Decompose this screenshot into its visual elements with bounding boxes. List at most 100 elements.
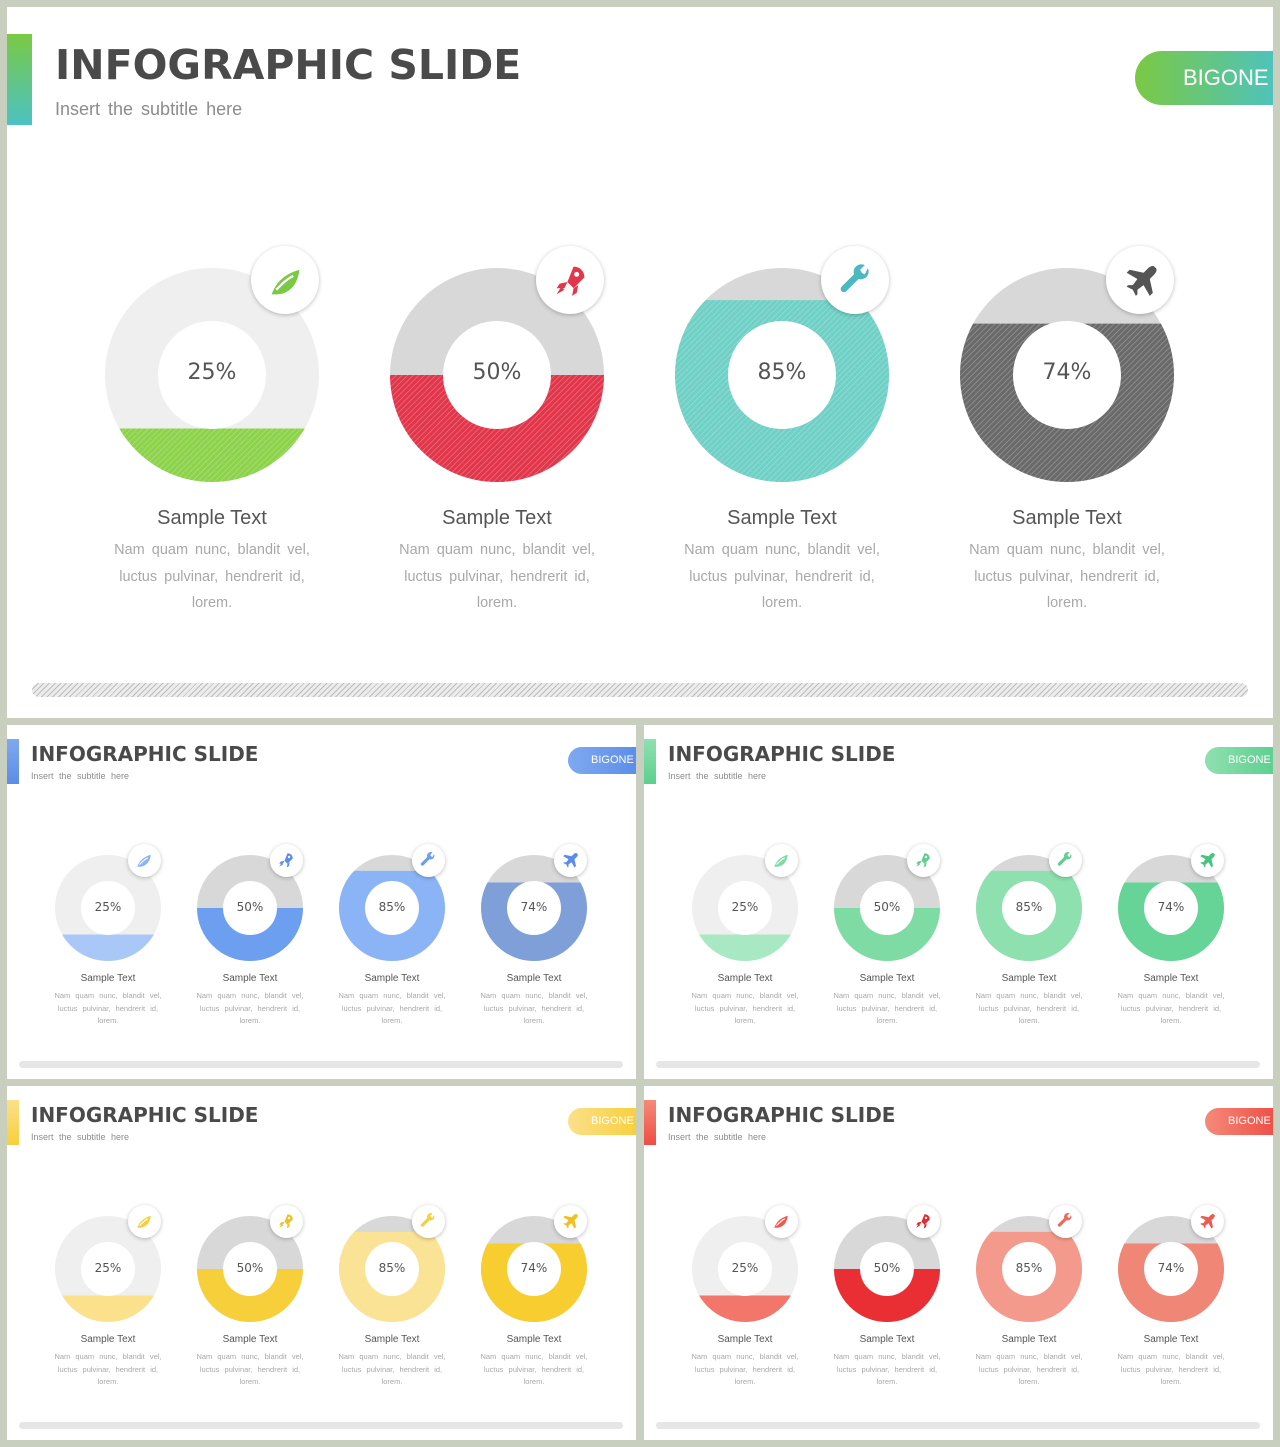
card-body: Nam quam nunc, blandit vel, luctus pulvi…: [975, 1352, 1083, 1386]
percent-label: 25%: [731, 899, 759, 914]
airplane-icon: [1200, 1213, 1215, 1229]
wrench-icon: [420, 1213, 435, 1227]
donut-hole: [1002, 1242, 1056, 1296]
donut-hole: [365, 881, 419, 935]
divider-stripe: [32, 683, 1248, 697]
icon-badge: [906, 1204, 940, 1238]
donut-hole: [728, 321, 836, 429]
icon-badge: [1190, 843, 1224, 877]
percent-label: 25%: [731, 1260, 759, 1275]
icon-badge: [1048, 843, 1082, 877]
card-title: Sample Text: [1143, 973, 1199, 984]
card-body: Nam quam nunc, blandit vel, luctus pulvi…: [338, 991, 446, 1025]
card-title: Sample Text: [222, 1334, 278, 1345]
card-title: Sample Text: [717, 1334, 773, 1345]
percent-label: 85%: [378, 899, 406, 914]
card-body: Nam quam nunc, blandit vel, luctus pulvi…: [969, 542, 1165, 611]
card-title: Sample Text: [1012, 507, 1122, 529]
card-body: Nam quam nunc, blandit vel, luctus pulvi…: [833, 991, 941, 1025]
card-title: Sample Text: [1001, 973, 1057, 984]
slide-subtitle: Insert the subtitle here: [668, 771, 767, 781]
icon-badge: [411, 843, 445, 877]
icon-badge: [821, 246, 889, 314]
donut-hole: [223, 881, 277, 935]
donut-chart: [390, 268, 604, 482]
donut-fill: [699, 1295, 791, 1322]
donut-hole: [81, 1242, 135, 1296]
wrench-icon: [840, 263, 869, 292]
donut-chart: [692, 855, 798, 961]
card-body: Nam quam nunc, blandit vel, luctus pulvi…: [691, 1352, 799, 1386]
slide-title: INFOGRAPHIC SLIDE: [31, 1103, 259, 1127]
icon-badge: [764, 1204, 798, 1238]
brand-name: BIGONE: [1228, 754, 1271, 766]
donut-chart: [834, 1216, 940, 1322]
airplane-icon: [1126, 265, 1157, 296]
card-body: Nam quam nunc, blandit vel, luctus pulvi…: [399, 542, 595, 611]
rocket-icon: [916, 853, 930, 868]
percent-label: 85%: [757, 359, 807, 385]
icon-badge: [906, 843, 940, 877]
percent-label: 74%: [520, 1260, 548, 1275]
accent-bar: [644, 1100, 656, 1145]
slide-title: INFOGRAPHIC SLIDE: [668, 742, 896, 766]
percent-label: 85%: [378, 1260, 406, 1275]
card-title: Sample Text: [364, 1334, 420, 1345]
accent-bar: [7, 739, 19, 784]
percent-label: 50%: [236, 899, 264, 914]
leaf-icon: [137, 854, 151, 867]
percent-label: 74%: [1157, 899, 1185, 914]
rocket-icon: [556, 266, 584, 296]
donut-hole: [718, 1242, 772, 1296]
percent-label: 25%: [187, 359, 237, 385]
divider-stripe: [19, 1422, 623, 1429]
donut-hole: [158, 321, 266, 429]
donut-hole: [443, 321, 551, 429]
brand-name: BIGONE: [1183, 65, 1269, 90]
donut-hole: [1144, 881, 1198, 935]
accent-bar: [7, 34, 32, 125]
donut-hole: [365, 1242, 419, 1296]
slide-yellow: INFOGRAPHIC SLIDE Insert the subtitle he…: [7, 1086, 636, 1440]
card-title: Sample Text: [442, 507, 552, 529]
donut-chart: [834, 855, 940, 961]
card-body: Nam quam nunc, blandit vel, luctus pulvi…: [1117, 1352, 1225, 1386]
percent-label: 50%: [236, 1260, 264, 1275]
brand-pill: BIGONE: [1135, 51, 1273, 105]
divider-stripe: [656, 1422, 1260, 1429]
wrench-icon: [1057, 852, 1072, 866]
card-body: Nam quam nunc, blandit vel, luctus pulvi…: [196, 1352, 304, 1386]
leaf-icon: [137, 1215, 151, 1228]
icon-badge: [269, 843, 303, 877]
icon-badge: [251, 246, 319, 314]
donut-fill: [62, 934, 154, 961]
donut-fill: [119, 428, 305, 482]
leaf-icon: [774, 854, 788, 867]
card-title: Sample Text: [506, 1334, 562, 1345]
donut-hole: [223, 1242, 277, 1296]
card-body: Nam quam nunc, blandit vel, luctus pulvi…: [196, 991, 304, 1025]
card-title: Sample Text: [1143, 1334, 1199, 1345]
accent-bar: [7, 1100, 19, 1145]
donut-hole: [860, 1242, 914, 1296]
slide-subtitle: Insert the subtitle here: [55, 99, 243, 119]
donut-chart: [55, 855, 161, 961]
donut-fill: [699, 934, 791, 961]
donut-chart: [197, 855, 303, 961]
card-title: Sample Text: [222, 973, 278, 984]
icon-badge: [553, 843, 587, 877]
percent-label: 25%: [94, 899, 122, 914]
donut-hole: [860, 881, 914, 935]
card-body: Nam quam nunc, blandit vel, luctus pulvi…: [833, 1352, 941, 1386]
divider-stripe: [656, 1061, 1260, 1068]
donut-chart: [976, 855, 1082, 961]
card-title: Sample Text: [506, 973, 562, 984]
card-body: Nam quam nunc, blandit vel, luctus pulvi…: [54, 991, 162, 1025]
icon-badge: [764, 843, 798, 877]
donut-chart: [960, 268, 1174, 482]
donut-chart: [1118, 855, 1224, 961]
donut-chart: [976, 1216, 1082, 1322]
donut-chart: [339, 855, 445, 961]
card-body: Nam quam nunc, blandit vel, luctus pulvi…: [691, 991, 799, 1025]
donut-chart: [481, 1216, 587, 1322]
